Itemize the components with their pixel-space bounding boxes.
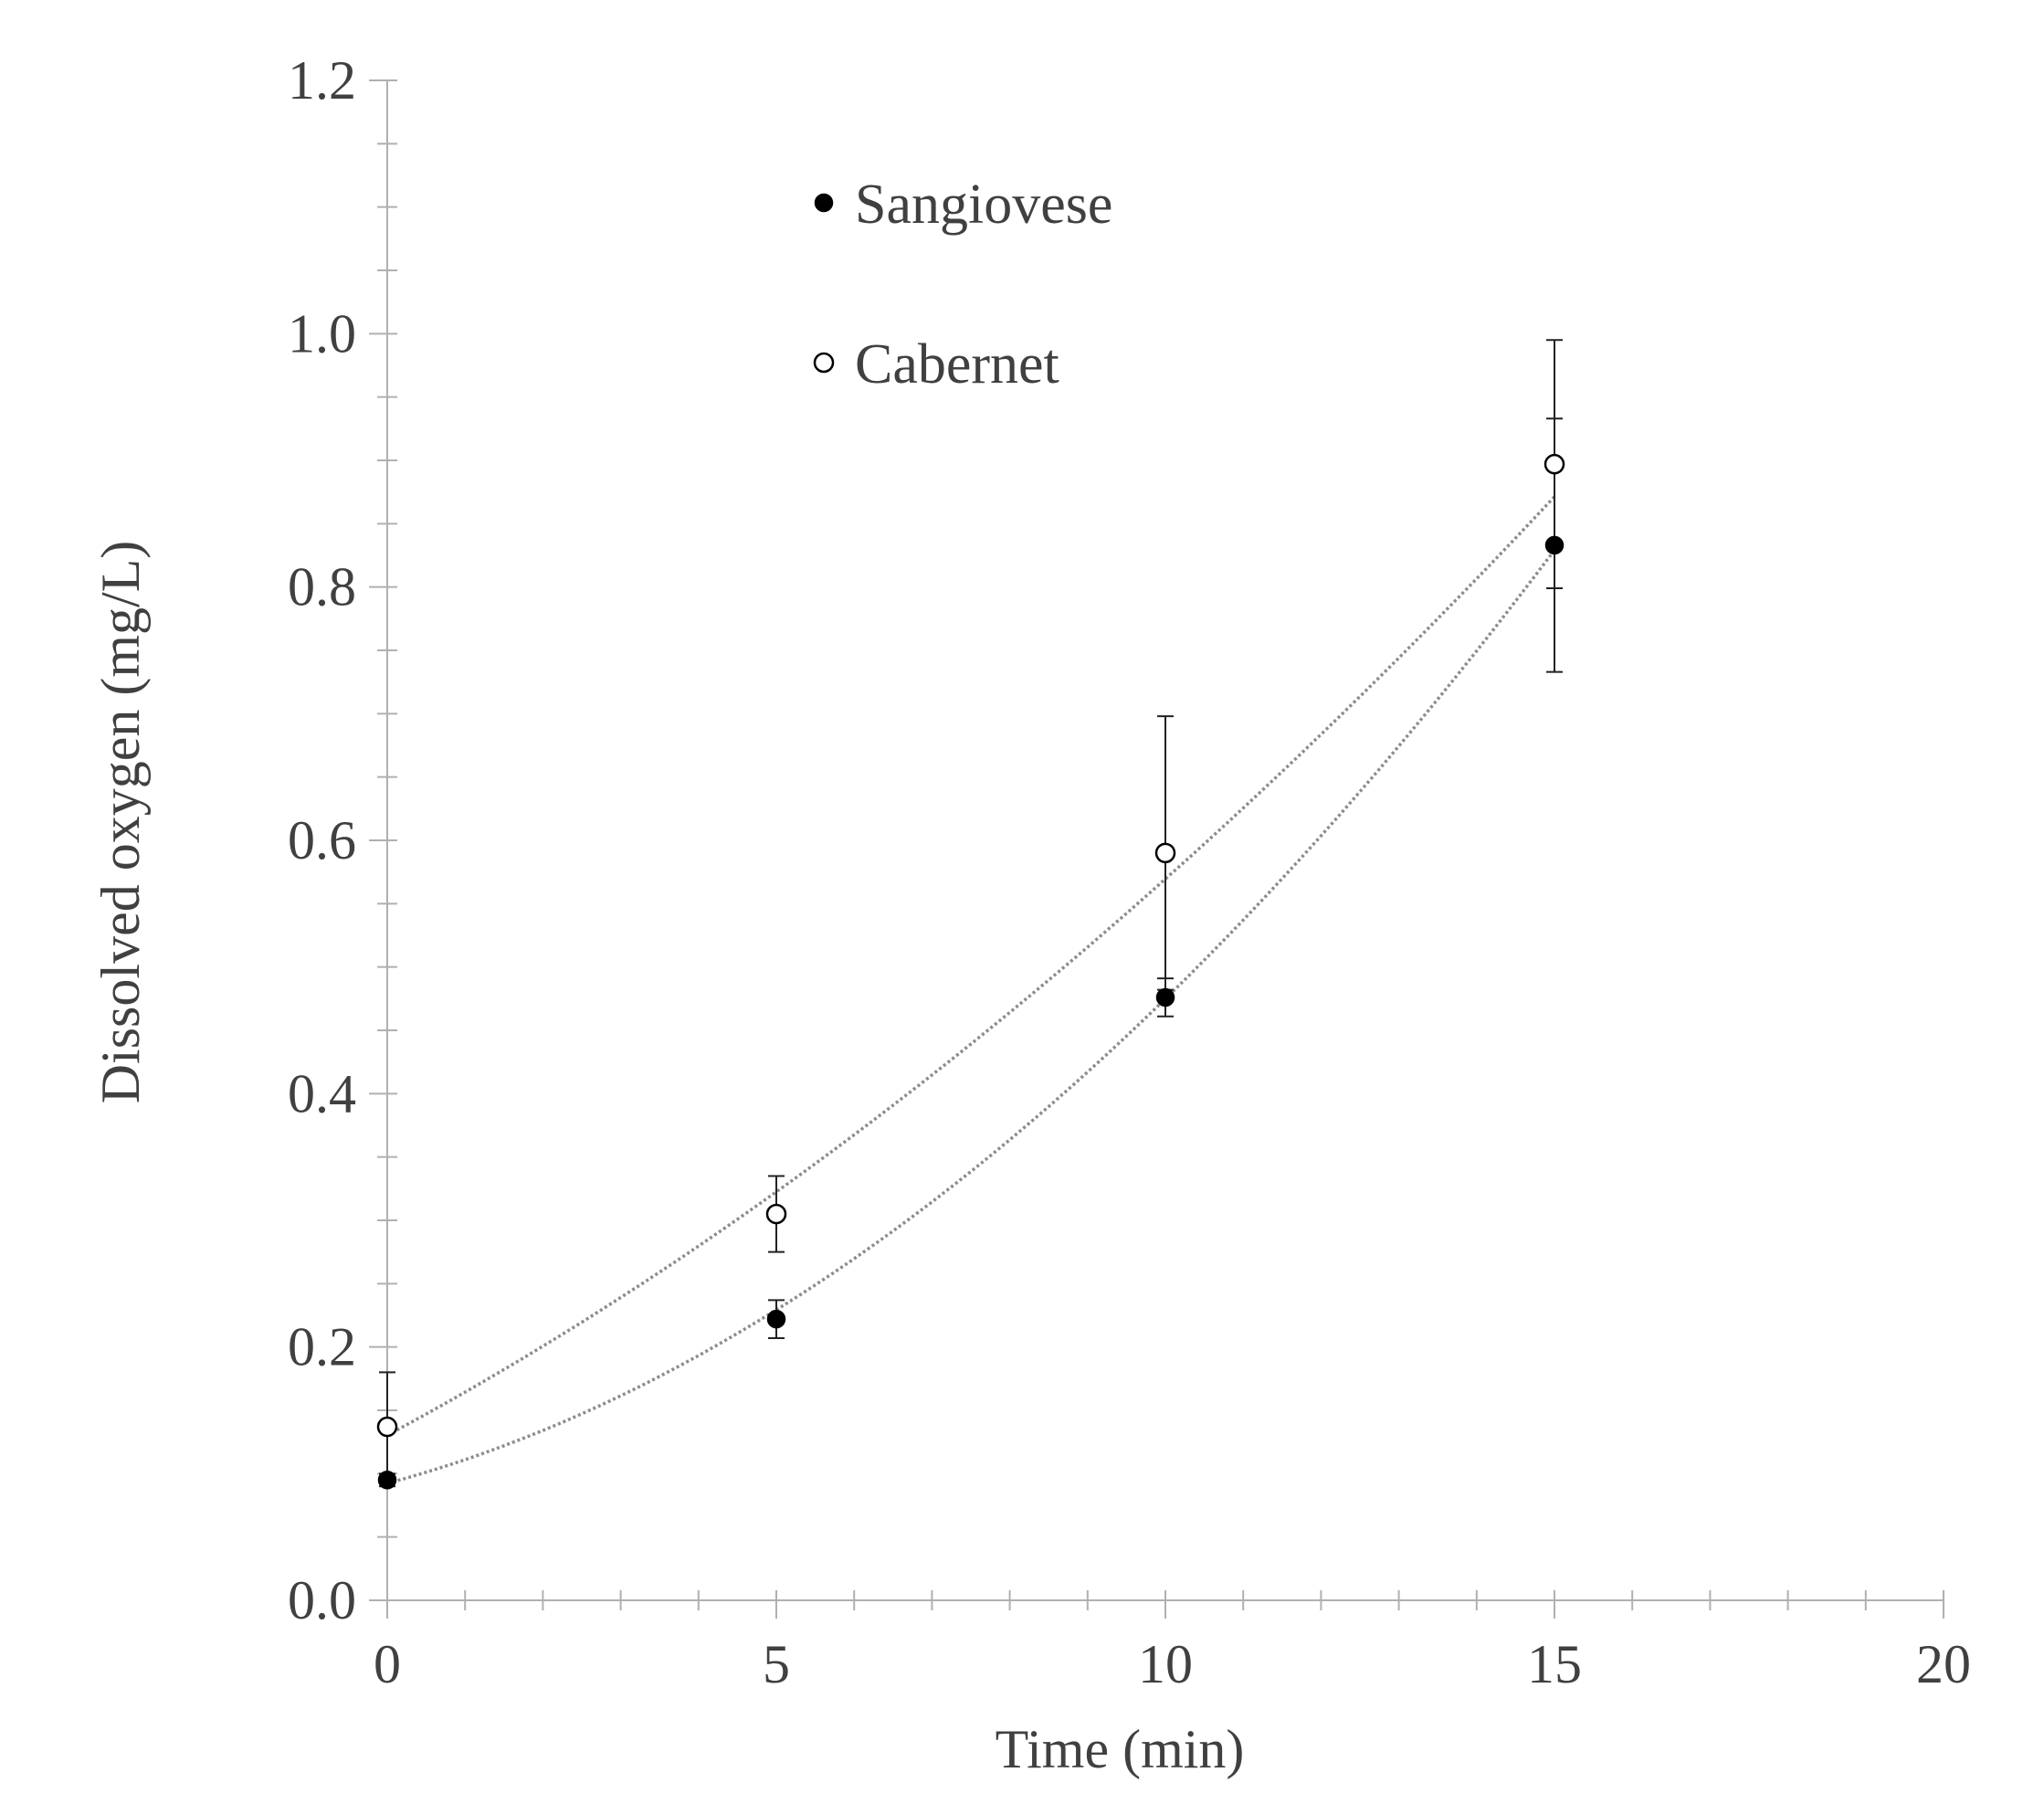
trendline-sangiovese (386, 549, 1556, 1485)
x-axis-title: Time (min) (996, 1719, 1245, 1779)
data-point-cabernet (376, 1416, 398, 1438)
data-points (376, 453, 1565, 1490)
y-tick-label: 0.0 (288, 1570, 356, 1630)
legend-marker-sangiovese (814, 193, 834, 213)
x-tick-label: 0 (374, 1634, 401, 1694)
y-tick-label: 1.2 (288, 50, 356, 111)
x-tick-label: 20 (1916, 1634, 1971, 1694)
data-point-cabernet (1154, 842, 1176, 864)
y-tick-label: 0.2 (288, 1317, 356, 1377)
y-tick-label: 0.8 (288, 557, 356, 617)
data-point-sangiovese (1544, 535, 1565, 555)
x-tick-label: 15 (1527, 1634, 1582, 1694)
x-tick-label: 10 (1138, 1634, 1193, 1694)
y-tick-label: 0.6 (288, 810, 356, 870)
data-point-sangiovese (766, 1309, 786, 1329)
data-point-cabernet (765, 1203, 787, 1225)
y-axis-title: Dissolved oxygen (mg/L) (90, 541, 151, 1104)
trendlines (386, 495, 1556, 1485)
data-point-sangiovese (1155, 987, 1175, 1007)
trendline-cabernet (386, 495, 1556, 1437)
data-point-sangiovese (377, 1471, 397, 1490)
ticks: 0.0 0.2 0.4 0.6 0.8 1.0 1.2 0 5 10 15 20 (288, 50, 1971, 1694)
legend-marker-cabernet (813, 352, 835, 374)
x-tick-label: 5 (763, 1634, 790, 1694)
data-point-cabernet (1544, 453, 1565, 475)
legend-label-cabernet: Cabernet (855, 333, 1059, 396)
legend: Sangiovese Cabernet (813, 174, 1112, 396)
y-tick-label: 1.0 (288, 303, 356, 364)
y-tick-label: 0.4 (288, 1063, 356, 1124)
legend-label-sangiovese: Sangiovese (855, 174, 1112, 236)
error-bars (379, 339, 1563, 1488)
